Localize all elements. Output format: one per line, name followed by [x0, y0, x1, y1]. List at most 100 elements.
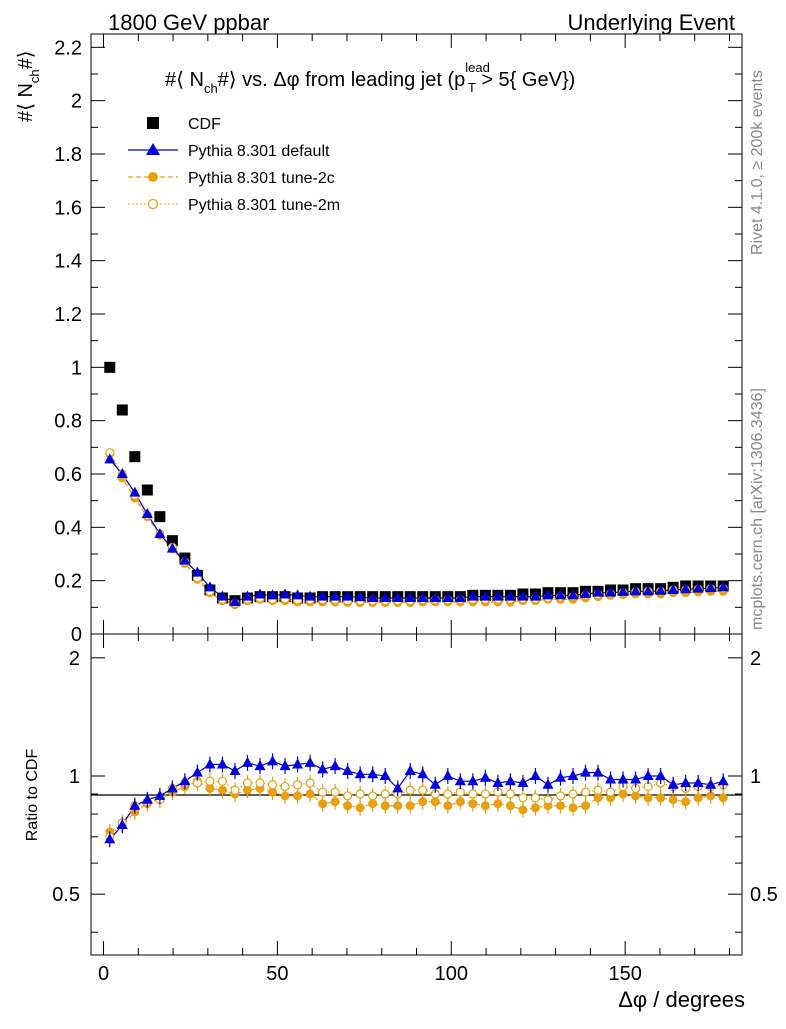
cdf-data-point	[116, 404, 128, 416]
ratio-point-tune2m	[443, 789, 453, 799]
legend-marker-default	[146, 143, 160, 155]
ratio-point-default	[279, 760, 291, 771]
ratio-point-tune2m	[368, 791, 378, 801]
default-point	[417, 592, 429, 602]
ratio-point-tune2c	[355, 803, 365, 813]
ratio-point-default	[141, 793, 153, 804]
header-analysis-label: Underlying Event	[567, 10, 735, 35]
ratio-point-tune2m	[580, 787, 591, 797]
default-point	[680, 583, 692, 594]
ratio-point-default	[216, 758, 228, 769]
ratio-point-tune2c	[330, 797, 340, 807]
ratio-point-tune2c	[380, 801, 390, 811]
legend-label-tune2c: Pythia 8.301 tune-2c	[188, 170, 335, 187]
default-point	[129, 486, 141, 497]
ratio-point-tune2c	[280, 791, 290, 801]
ratio-point-default	[692, 776, 704, 787]
y-tick-label: 1.4	[54, 251, 82, 273]
ratio-tick-label-left: 1	[69, 766, 80, 788]
default-point	[179, 554, 191, 565]
ratio-point-tune2m	[543, 795, 553, 805]
chart-title: #⟨ Nch#⟩ vs. Δφ from leading jet (plead T…	[165, 60, 575, 96]
default-point	[254, 588, 266, 599]
ratio-point-tune2m	[255, 778, 265, 788]
y-axis-title: #⟨ Nch#⟩	[15, 50, 42, 122]
ratio-point-default	[567, 770, 579, 781]
x-tick-label: 50	[266, 963, 288, 985]
legend-label-default: Pythia 8.301 default	[188, 143, 330, 160]
default-point	[592, 586, 604, 597]
ratio-point-tune2m	[318, 787, 328, 797]
ratio-point-tune2m	[568, 789, 578, 799]
y-tick-label: 0.8	[54, 411, 82, 433]
ratio-point-default	[655, 770, 667, 781]
ratio-point-default	[642, 770, 654, 781]
ratio-point-tune2c	[693, 793, 703, 803]
ratio-point-tune2m	[355, 789, 365, 799]
ratio-point-tune2m	[242, 778, 253, 788]
ratio-point-tune2c	[555, 801, 565, 811]
ratio-point-tune2m	[418, 785, 428, 795]
ratio-tick-label-right: 0.5	[750, 884, 778, 906]
ratio-point-default	[292, 758, 304, 769]
ratio-tick-label-left: 0.5	[52, 884, 80, 906]
legend-marker-tune2m	[147, 198, 159, 210]
ratio-point-tune2c	[493, 799, 503, 809]
default-point	[367, 592, 379, 602]
ratio-point-tune2c	[568, 803, 578, 813]
ratio-tick-label-right: 2	[750, 648, 761, 670]
ratio-point-tune2c	[530, 803, 540, 813]
default-point	[517, 590, 529, 601]
default-point	[667, 584, 679, 594]
ratio-point-default	[304, 756, 316, 767]
default-point	[191, 566, 203, 577]
ratio-point-tune2m	[305, 778, 315, 788]
ratio-point-default	[504, 775, 516, 786]
x-tick-label: 100	[435, 963, 468, 985]
ratio-point-tune2m	[292, 780, 303, 790]
ratio-point-default	[429, 778, 441, 789]
ratio-point-tune2m	[555, 791, 566, 801]
ratio-point-tune2c	[393, 801, 403, 811]
ratio-point-tune2c	[318, 799, 328, 809]
default-point	[204, 581, 216, 592]
ratio-point-default	[317, 763, 329, 774]
ratio-point-default	[592, 766, 604, 777]
ratio-point-default	[392, 782, 404, 793]
ratio-point-tune2c	[581, 801, 591, 811]
y-tick-label: 1.6	[54, 197, 82, 219]
ratio-point-tune2m	[530, 793, 541, 803]
ratio-point-default	[116, 819, 128, 830]
ratio-point-default	[479, 771, 491, 782]
ratio-point-default	[680, 776, 692, 787]
default-point	[504, 590, 516, 601]
ratio-point-tune2c	[405, 801, 415, 811]
ratio-point-tune2c	[643, 793, 653, 803]
ratio-point-default	[154, 789, 166, 800]
default-point	[705, 582, 717, 593]
ratio-point-default	[367, 768, 379, 779]
ratio-point-default	[529, 770, 541, 781]
ratio-point-default	[404, 764, 416, 775]
default-point	[329, 590, 341, 601]
ratio-point-default	[267, 755, 279, 766]
ratio-point-tune2m	[593, 785, 603, 795]
default-point	[392, 592, 404, 602]
ratio-point-tune2c	[480, 801, 490, 811]
default-point	[404, 592, 416, 602]
cdf-data-point	[166, 535, 178, 547]
default-point	[492, 590, 504, 601]
ratio-point-tune2c	[718, 793, 728, 803]
legend-label-cdf: CDF	[188, 116, 221, 133]
x-tick-label: 150	[608, 963, 641, 985]
default-point	[442, 592, 454, 602]
ratio-point-tune2m	[380, 789, 390, 799]
ratio-point-default	[442, 770, 454, 781]
default-point	[166, 542, 178, 553]
ratio-point-tune2m	[480, 789, 490, 799]
ratio-point-default	[517, 776, 529, 787]
ratio-point-default	[717, 775, 729, 786]
default-point	[717, 581, 729, 592]
ratio-point-default	[229, 764, 241, 775]
ratio-point-default	[630, 773, 642, 784]
